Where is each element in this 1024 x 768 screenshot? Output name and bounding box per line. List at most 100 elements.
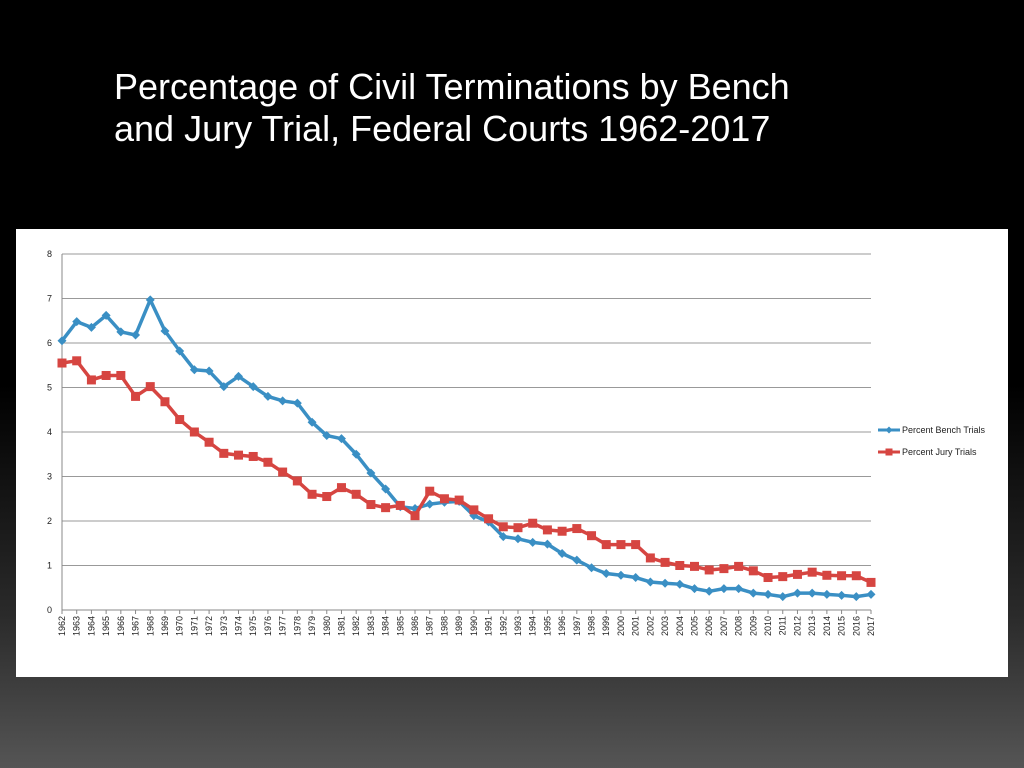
data-point bbox=[734, 584, 744, 594]
data-point bbox=[822, 570, 832, 580]
x-tick-label: 1984 bbox=[381, 616, 391, 636]
data-point bbox=[410, 504, 420, 514]
data-point bbox=[72, 317, 82, 327]
data-point bbox=[366, 500, 376, 510]
x-tick-label: 1976 bbox=[263, 616, 273, 636]
x-tick-label: 1977 bbox=[278, 616, 288, 636]
x-tick-label: 2002 bbox=[645, 616, 655, 636]
data-point bbox=[322, 492, 332, 502]
x-tick-label: 1964 bbox=[86, 616, 96, 636]
data-point bbox=[57, 358, 67, 368]
x-tick-label: 2017 bbox=[866, 616, 876, 636]
data-point bbox=[336, 483, 346, 493]
y-tick-label: 6 bbox=[47, 338, 52, 348]
data-point bbox=[675, 579, 685, 589]
data-point bbox=[601, 569, 611, 579]
data-point bbox=[689, 561, 699, 571]
data-point bbox=[734, 561, 744, 571]
x-tick-label: 1980 bbox=[322, 616, 332, 636]
legend-item: Percent Jury Trials bbox=[878, 447, 977, 457]
data-point bbox=[689, 584, 699, 594]
data-point bbox=[631, 540, 641, 550]
series-bench bbox=[57, 295, 876, 602]
data-point bbox=[189, 427, 199, 437]
x-tick-label: 2000 bbox=[616, 616, 626, 636]
data-point bbox=[778, 572, 788, 582]
data-point bbox=[425, 499, 435, 509]
data-point bbox=[72, 356, 82, 366]
data-point bbox=[645, 577, 655, 587]
data-point bbox=[528, 518, 538, 528]
data-point bbox=[248, 382, 258, 392]
data-point bbox=[381, 484, 391, 494]
x-tick-label: 1999 bbox=[601, 616, 611, 636]
x-tick-label: 1981 bbox=[336, 616, 346, 636]
x-tick-label: 2001 bbox=[631, 616, 641, 636]
data-point bbox=[837, 590, 847, 600]
data-point bbox=[86, 322, 96, 332]
data-point bbox=[204, 366, 214, 376]
x-tick-label: 1989 bbox=[454, 616, 464, 636]
data-point bbox=[851, 571, 861, 581]
data-point bbox=[219, 448, 229, 458]
x-tick-label: 1985 bbox=[395, 616, 405, 636]
x-tick-label: 2012 bbox=[792, 616, 802, 636]
x-tick-label: 1992 bbox=[498, 616, 508, 636]
x-tick-label: 1987 bbox=[425, 616, 435, 636]
data-point bbox=[292, 476, 302, 486]
data-point bbox=[219, 382, 229, 392]
data-point bbox=[101, 310, 111, 320]
data-point bbox=[86, 375, 96, 385]
data-point bbox=[866, 589, 876, 599]
x-tick-label: 1994 bbox=[528, 616, 538, 636]
x-tick-label: 1986 bbox=[410, 616, 420, 636]
data-point bbox=[160, 397, 170, 407]
x-tick-label: 1969 bbox=[160, 616, 170, 636]
y-tick-label: 8 bbox=[47, 249, 52, 259]
x-tick-label: 2009 bbox=[748, 616, 758, 636]
data-point bbox=[307, 489, 317, 499]
data-point bbox=[366, 468, 376, 478]
axes bbox=[61, 254, 872, 614]
x-tick-label: 1993 bbox=[513, 616, 523, 636]
x-tick-label: 1991 bbox=[484, 616, 494, 636]
data-point bbox=[587, 531, 597, 541]
data-point bbox=[572, 524, 582, 534]
x-tick-label: 2005 bbox=[689, 616, 699, 636]
data-point bbox=[454, 495, 464, 505]
data-point bbox=[513, 523, 523, 533]
data-point bbox=[807, 588, 817, 598]
data-point bbox=[131, 391, 141, 401]
y-tick-label: 3 bbox=[47, 472, 52, 482]
data-point bbox=[469, 505, 479, 515]
data-point bbox=[145, 295, 155, 305]
data-point bbox=[336, 434, 346, 444]
data-point bbox=[116, 370, 126, 380]
data-point bbox=[704, 565, 714, 575]
x-tick-label: 1962 bbox=[57, 616, 67, 636]
data-point bbox=[557, 526, 567, 536]
x-tick-label: 1970 bbox=[175, 616, 185, 636]
data-point bbox=[542, 525, 552, 535]
x-tick-label: 1974 bbox=[234, 616, 244, 636]
x-tick-label: 1995 bbox=[542, 616, 552, 636]
x-tick-label: 2008 bbox=[734, 616, 744, 636]
data-point bbox=[778, 592, 788, 602]
data-point bbox=[660, 578, 670, 588]
data-point bbox=[307, 417, 317, 427]
data-point bbox=[145, 382, 155, 392]
x-tick-label: 2010 bbox=[763, 616, 773, 636]
data-point bbox=[263, 391, 273, 401]
legend-item: Percent Bench Trials bbox=[878, 425, 986, 435]
legend-marker bbox=[885, 448, 893, 456]
data-point bbox=[439, 494, 449, 504]
data-point bbox=[763, 589, 773, 599]
x-tick-label: 2013 bbox=[807, 616, 817, 636]
data-point bbox=[204, 437, 214, 447]
data-point bbox=[234, 450, 244, 460]
data-point bbox=[175, 415, 185, 425]
slide-title-line-2: and Jury Trial, Federal Courts 1962-2017 bbox=[114, 108, 771, 149]
x-tick-label: 1997 bbox=[572, 616, 582, 636]
x-tick-label: 1990 bbox=[469, 616, 479, 636]
